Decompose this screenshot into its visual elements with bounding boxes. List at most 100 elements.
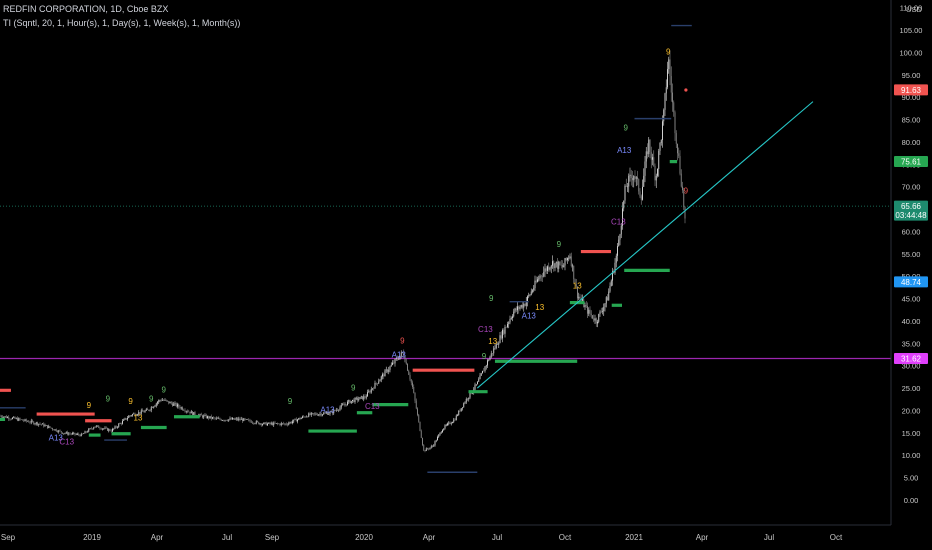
candle-body (582, 299, 583, 301)
candle-body (465, 398, 467, 403)
sequential-marker: C13 (59, 437, 74, 446)
candle-body (107, 427, 108, 431)
candle-body (509, 318, 511, 323)
sequential-marker: 13 (535, 303, 544, 312)
candle-body (82, 433, 83, 435)
candle-body (108, 429, 110, 431)
candle-body (435, 440, 437, 442)
candle-body (67, 432, 68, 435)
candle-body (358, 399, 360, 401)
candle-body (515, 308, 517, 311)
candle-body (164, 399, 166, 401)
candle-body (570, 256, 572, 267)
candle-body (375, 382, 377, 384)
candle-body (448, 422, 450, 424)
candle-body (324, 412, 326, 414)
price-tag[interactable] (894, 276, 928, 288)
price-tag[interactable] (894, 84, 928, 96)
candle-body (345, 404, 347, 406)
time-tick-label: Jul (492, 533, 502, 542)
time-tick-label: 2021 (625, 533, 643, 542)
candle-body (159, 400, 161, 401)
candle-body (484, 366, 486, 372)
candle-body (235, 418, 237, 420)
candle-body (409, 374, 411, 380)
candle-body (674, 112, 676, 134)
candle-body (253, 422, 255, 424)
candle-body (384, 370, 386, 377)
trendline[interactable] (476, 101, 814, 389)
candle-body (528, 295, 530, 297)
price-tick-label: 15.00 (902, 429, 921, 438)
candle-body (29, 422, 31, 423)
candle-body (139, 412, 141, 414)
candle-body (668, 59, 670, 70)
time-axis[interactable]: Sep 2019 Apr Jul Sep 2020 Apr Jul Oct 2021 Apr Jul O… (0, 524, 891, 550)
sequential-marker: 9 (87, 401, 92, 410)
candle-body (480, 373, 482, 376)
candle-body (477, 381, 478, 385)
price-axis[interactable]: 110.00 105.00 100.00 95.00 90.00 85.00 80.00 75… (890, 0, 932, 550)
candle-body (540, 275, 542, 277)
price-tag[interactable] (894, 352, 928, 364)
candle-body (648, 139, 650, 155)
candle-body (644, 161, 646, 176)
candle-body (380, 376, 382, 380)
sequential-marker: C13 (611, 218, 626, 227)
candle-body (499, 335, 501, 344)
candle-body (615, 255, 617, 263)
candle-body (64, 433, 66, 434)
price-tag[interactable] (894, 200, 928, 221)
price-tag-label: 91.63 (901, 86, 922, 95)
candle-body (355, 397, 357, 399)
candle-body (225, 419, 227, 421)
candle-body (180, 407, 182, 409)
candle-body (212, 417, 213, 419)
candle-body (122, 420, 123, 424)
candle-body (319, 413, 321, 415)
candle-body (410, 379, 412, 383)
candle-body (170, 402, 172, 404)
candle-body (415, 400, 417, 409)
sequential-marker: A13 (522, 312, 537, 321)
candle-body (275, 423, 277, 424)
candle-body (287, 424, 288, 426)
candle-body (183, 409, 185, 411)
time-tick-label: Jul (222, 533, 232, 542)
trendline-layer[interactable] (476, 101, 814, 389)
candle-body (442, 430, 443, 433)
candle-body (32, 420, 33, 422)
candle-body (589, 309, 591, 314)
candle-body (309, 413, 311, 415)
candle-body (572, 265, 573, 267)
candle-body (214, 417, 216, 419)
candle-body (335, 409, 337, 411)
candle-body (579, 296, 581, 299)
candle-body (612, 271, 613, 281)
candle-body (193, 412, 195, 415)
candle-body (637, 177, 638, 180)
price-tag[interactable] (894, 156, 928, 168)
candle-body (258, 421, 260, 425)
sequential-marker: 9 (489, 294, 494, 303)
candle-body (144, 410, 146, 413)
candle-body (248, 419, 250, 421)
candle-body (224, 419, 226, 421)
candle-body (569, 256, 571, 259)
candle-body (344, 404, 346, 406)
candle-body (360, 396, 362, 398)
candle-body (457, 415, 458, 416)
price-tag-label: 75.61 (901, 158, 922, 167)
indicator-legend[interactable]: TI (Sqntl, 20, 1, Hour(s), 1, Day(s), 1,… (3, 18, 241, 28)
candle-body (328, 413, 330, 415)
candle-body (518, 306, 520, 309)
candle-body (393, 362, 395, 364)
candle-body (317, 414, 318, 416)
candle-body (279, 423, 281, 425)
candle-body (663, 109, 665, 122)
candle-body (120, 423, 122, 424)
candle-body (455, 415, 457, 421)
sequential-marker: 9 (128, 397, 133, 406)
candle-body (249, 419, 251, 422)
